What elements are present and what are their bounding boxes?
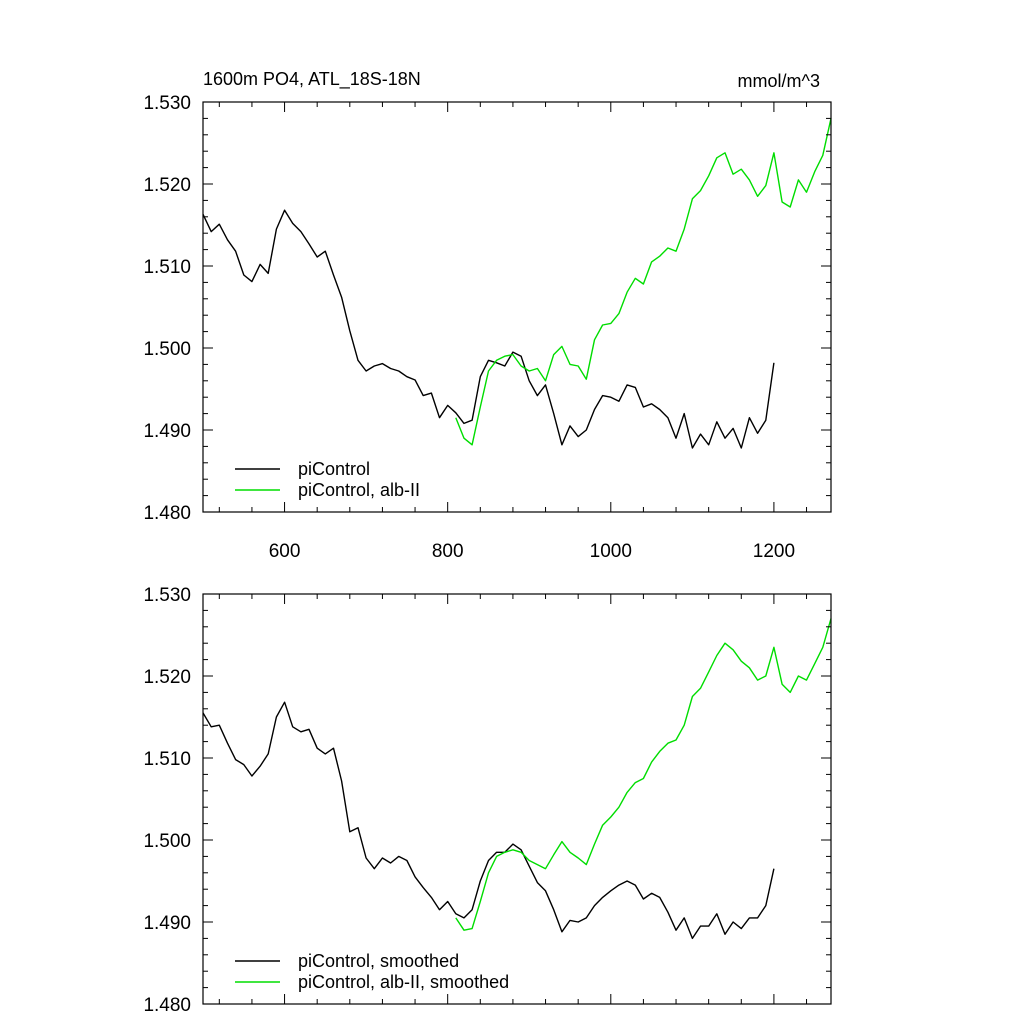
y-tick-label: 1.520: [143, 175, 191, 196]
x-tick-label: 600: [269, 541, 301, 562]
bottom-plot-frame: [202, 593, 832, 1005]
top-series-layer: [202, 118, 832, 449]
x-tick-label: 800: [432, 541, 464, 562]
bottom-panel: 1.480 1.490 1.500 1.510 1.520 1.530 piControl…: [143, 585, 832, 1016]
series-line-1-1: [455, 618, 832, 931]
legend-label-picontrol-smoothed: piControl, smoothed: [298, 951, 459, 971]
series-line-0-1: [455, 118, 832, 446]
y-tick-label: 1.500: [143, 339, 191, 360]
top-panel: 1600m PO4, ATL_18S-18N mmol/m^3 1.4801.4…: [143, 69, 832, 562]
y-tick-label: 1.520: [143, 667, 191, 688]
bottom-series-layer: [202, 618, 832, 940]
y-tick-label: 1.480: [143, 503, 191, 524]
y-tick-label: 1.510: [143, 749, 191, 770]
x-tick-label: 1000: [590, 541, 632, 562]
bottom-tick-layer: 1.480 1.490 1.500 1.510 1.520 1.530: [143, 585, 831, 1016]
legend-label-picontrol: piControl: [298, 459, 370, 479]
y-tick-label: 1.530: [143, 585, 191, 606]
legend-label-alb-ii: piControl, alb-II: [298, 480, 420, 500]
y-tick-label: 1.530: [143, 93, 191, 114]
y-tick-label: 1.490: [143, 913, 191, 934]
bottom-legend: piControl, smoothed piControl, alb-II, s…: [235, 951, 509, 992]
y-tick-label: 1.490: [143, 421, 191, 442]
series-line-0-0: [202, 209, 775, 449]
y-tick-label: 1.500: [143, 831, 191, 852]
series-line-1-0: [202, 701, 775, 940]
top-legend: piControl piControl, alb-II: [235, 459, 420, 500]
top-plot-frame: [202, 101, 832, 513]
chart-title: 1600m PO4, ATL_18S-18N: [203, 69, 421, 90]
units-label: mmol/m^3: [738, 71, 820, 91]
x-tick-label: 1200: [753, 541, 795, 562]
top-tick-layer: 1.480 1.490 1.500 1.510 1.520 1.530 600 800 1000…: [143, 93, 831, 562]
y-tick-label: 1.510: [143, 257, 191, 278]
y-tick-label: 1.480: [143, 995, 191, 1016]
legend-label-alb-ii-smoothed: piControl, alb-II, smoothed: [298, 972, 509, 992]
